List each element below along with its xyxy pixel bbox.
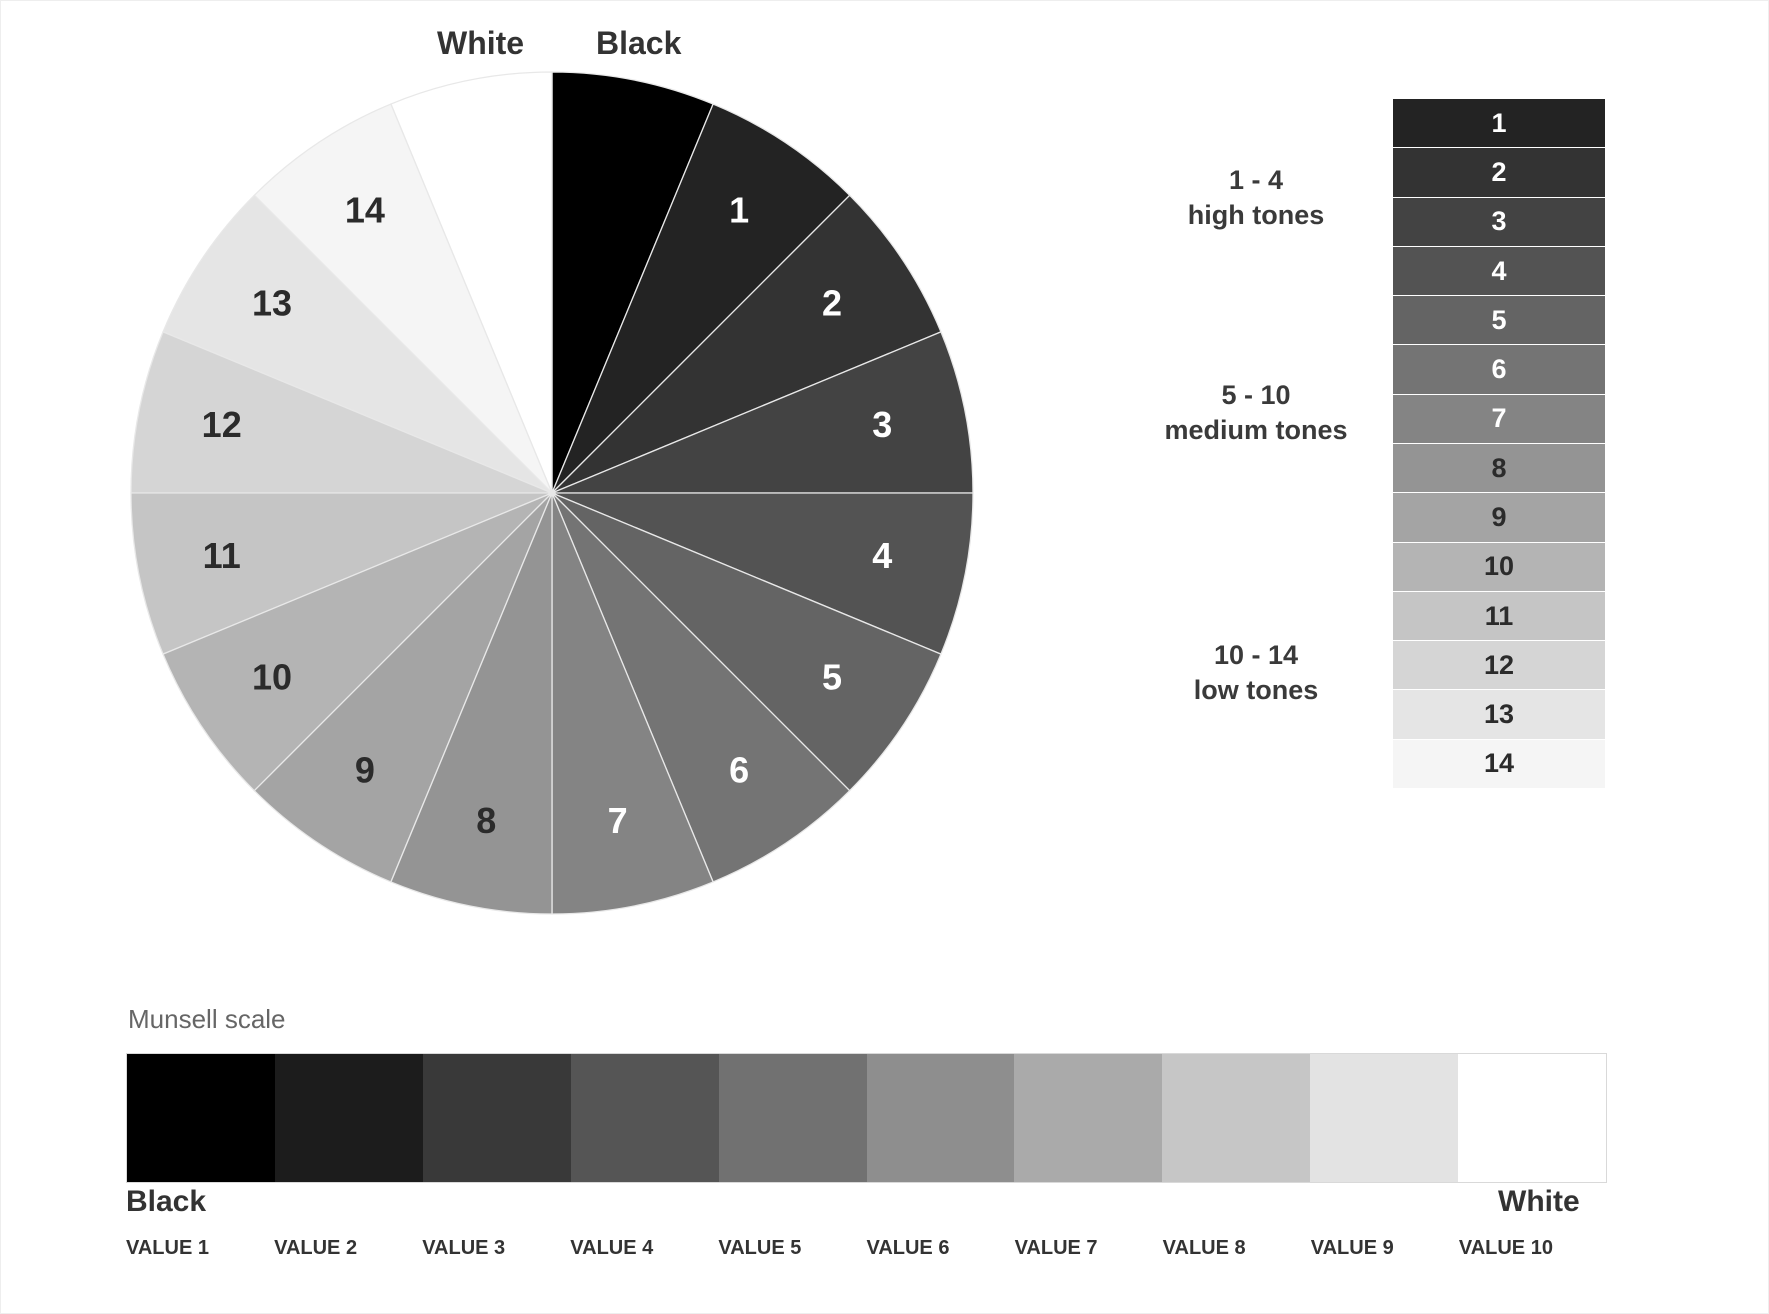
svg-text:9: 9 bbox=[355, 750, 375, 791]
svg-text:1: 1 bbox=[729, 190, 749, 231]
svg-text:3: 3 bbox=[872, 404, 892, 445]
svg-text:12: 12 bbox=[202, 404, 242, 445]
svg-text:6: 6 bbox=[729, 750, 749, 791]
svg-text:2: 2 bbox=[822, 282, 842, 323]
svg-text:11: 11 bbox=[203, 535, 241, 576]
svg-text:13: 13 bbox=[252, 282, 292, 323]
svg-text:14: 14 bbox=[345, 190, 385, 231]
svg-text:8: 8 bbox=[476, 800, 496, 841]
svg-text:7: 7 bbox=[608, 800, 628, 841]
svg-text:4: 4 bbox=[872, 535, 892, 576]
svg-text:5: 5 bbox=[822, 657, 842, 698]
svg-text:10: 10 bbox=[252, 657, 292, 698]
